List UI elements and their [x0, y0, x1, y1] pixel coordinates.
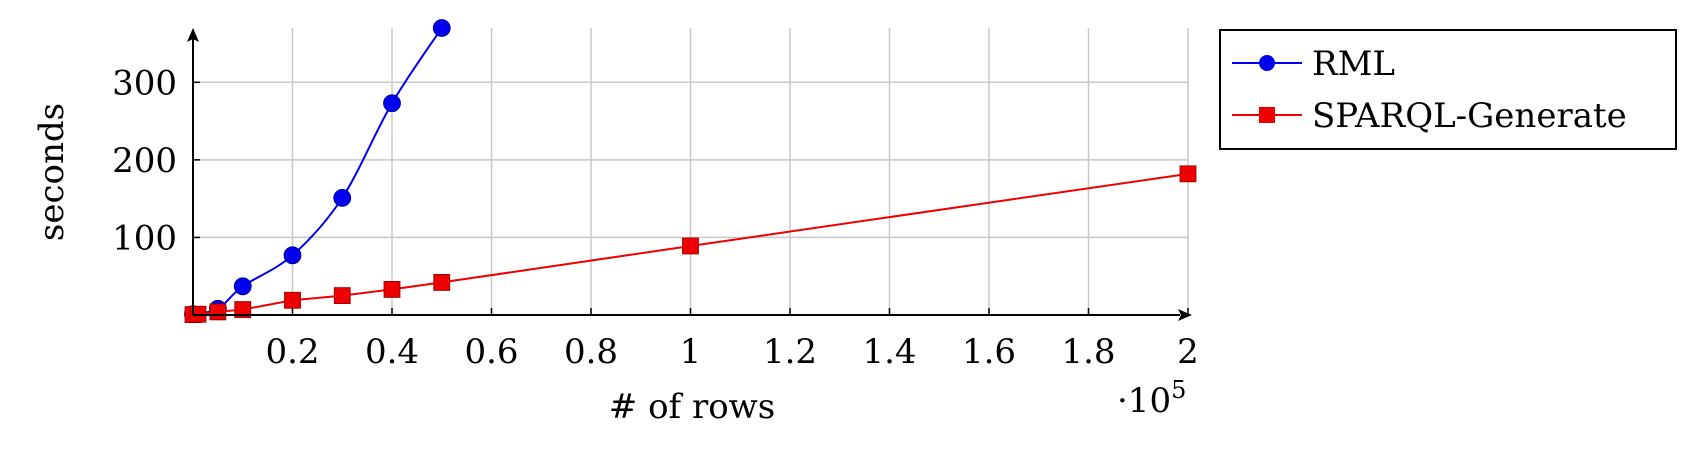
y-tick-label: 200: [112, 141, 177, 181]
series-rml: [184, 19, 451, 324]
x-axis-label: # of rows: [609, 387, 775, 427]
series-layer: [184, 19, 1197, 324]
x-tick-label: 0.2: [265, 332, 319, 372]
x-tick-label: 1.4: [862, 332, 916, 372]
x-tick-label: 2: [1177, 332, 1199, 372]
data-point: [234, 301, 252, 318]
series-line: [192, 27, 443, 316]
x-tick-label: 0.8: [564, 332, 618, 372]
x-tick-label: 1.6: [962, 332, 1016, 372]
x-axis-exponent: ·105: [1117, 376, 1186, 421]
y-tick-label: 300: [112, 63, 177, 103]
x-tick-label: 0.4: [365, 332, 419, 372]
legend-box: [1219, 29, 1677, 150]
data-point: [433, 274, 451, 291]
grid: [193, 28, 1189, 315]
x-axis-exponent-power: 5: [1171, 376, 1186, 404]
series-sparql-generate: [184, 165, 1197, 324]
data-point: [682, 237, 699, 255]
y-tick-label: 100: [112, 218, 177, 258]
x-axis-arrow: [1178, 309, 1192, 321]
x-axis-exponent-base: ·10: [1117, 381, 1171, 421]
y-axis-label: seconds: [32, 103, 72, 241]
x-tick-label: 1.8: [1061, 332, 1115, 372]
data-point: [284, 291, 301, 309]
legend-label-sparql: SPARQL-Generate: [1312, 96, 1627, 136]
data-point: [333, 287, 351, 305]
legend: RML SPARQL-Generate: [1219, 29, 1677, 150]
data-point: [233, 277, 252, 296]
data-point: [209, 303, 227, 321]
ticks: 0.2 0.4 0.6 0.8 1 1.2 1.4 1.6 1.8 2 100 200 300: [112, 63, 1199, 372]
data-point: [383, 281, 401, 298]
x-tick-label: 1: [680, 332, 702, 372]
x-tick-label: 0.6: [464, 332, 518, 372]
data-point: [383, 94, 401, 113]
x-tick-label: 1.2: [763, 332, 817, 372]
data-point: [333, 188, 352, 207]
axes: [187, 28, 1192, 321]
series-line: [192, 172, 1189, 316]
y-axis-arrow: [187, 28, 199, 42]
data-point: [283, 246, 302, 265]
data-point: [1179, 165, 1197, 183]
legend-label-rml: RML: [1312, 44, 1395, 84]
legend-marker-rml: [1259, 55, 1275, 71]
legend-marker-sparql: [1259, 107, 1275, 123]
data-point: [432, 19, 451, 37]
